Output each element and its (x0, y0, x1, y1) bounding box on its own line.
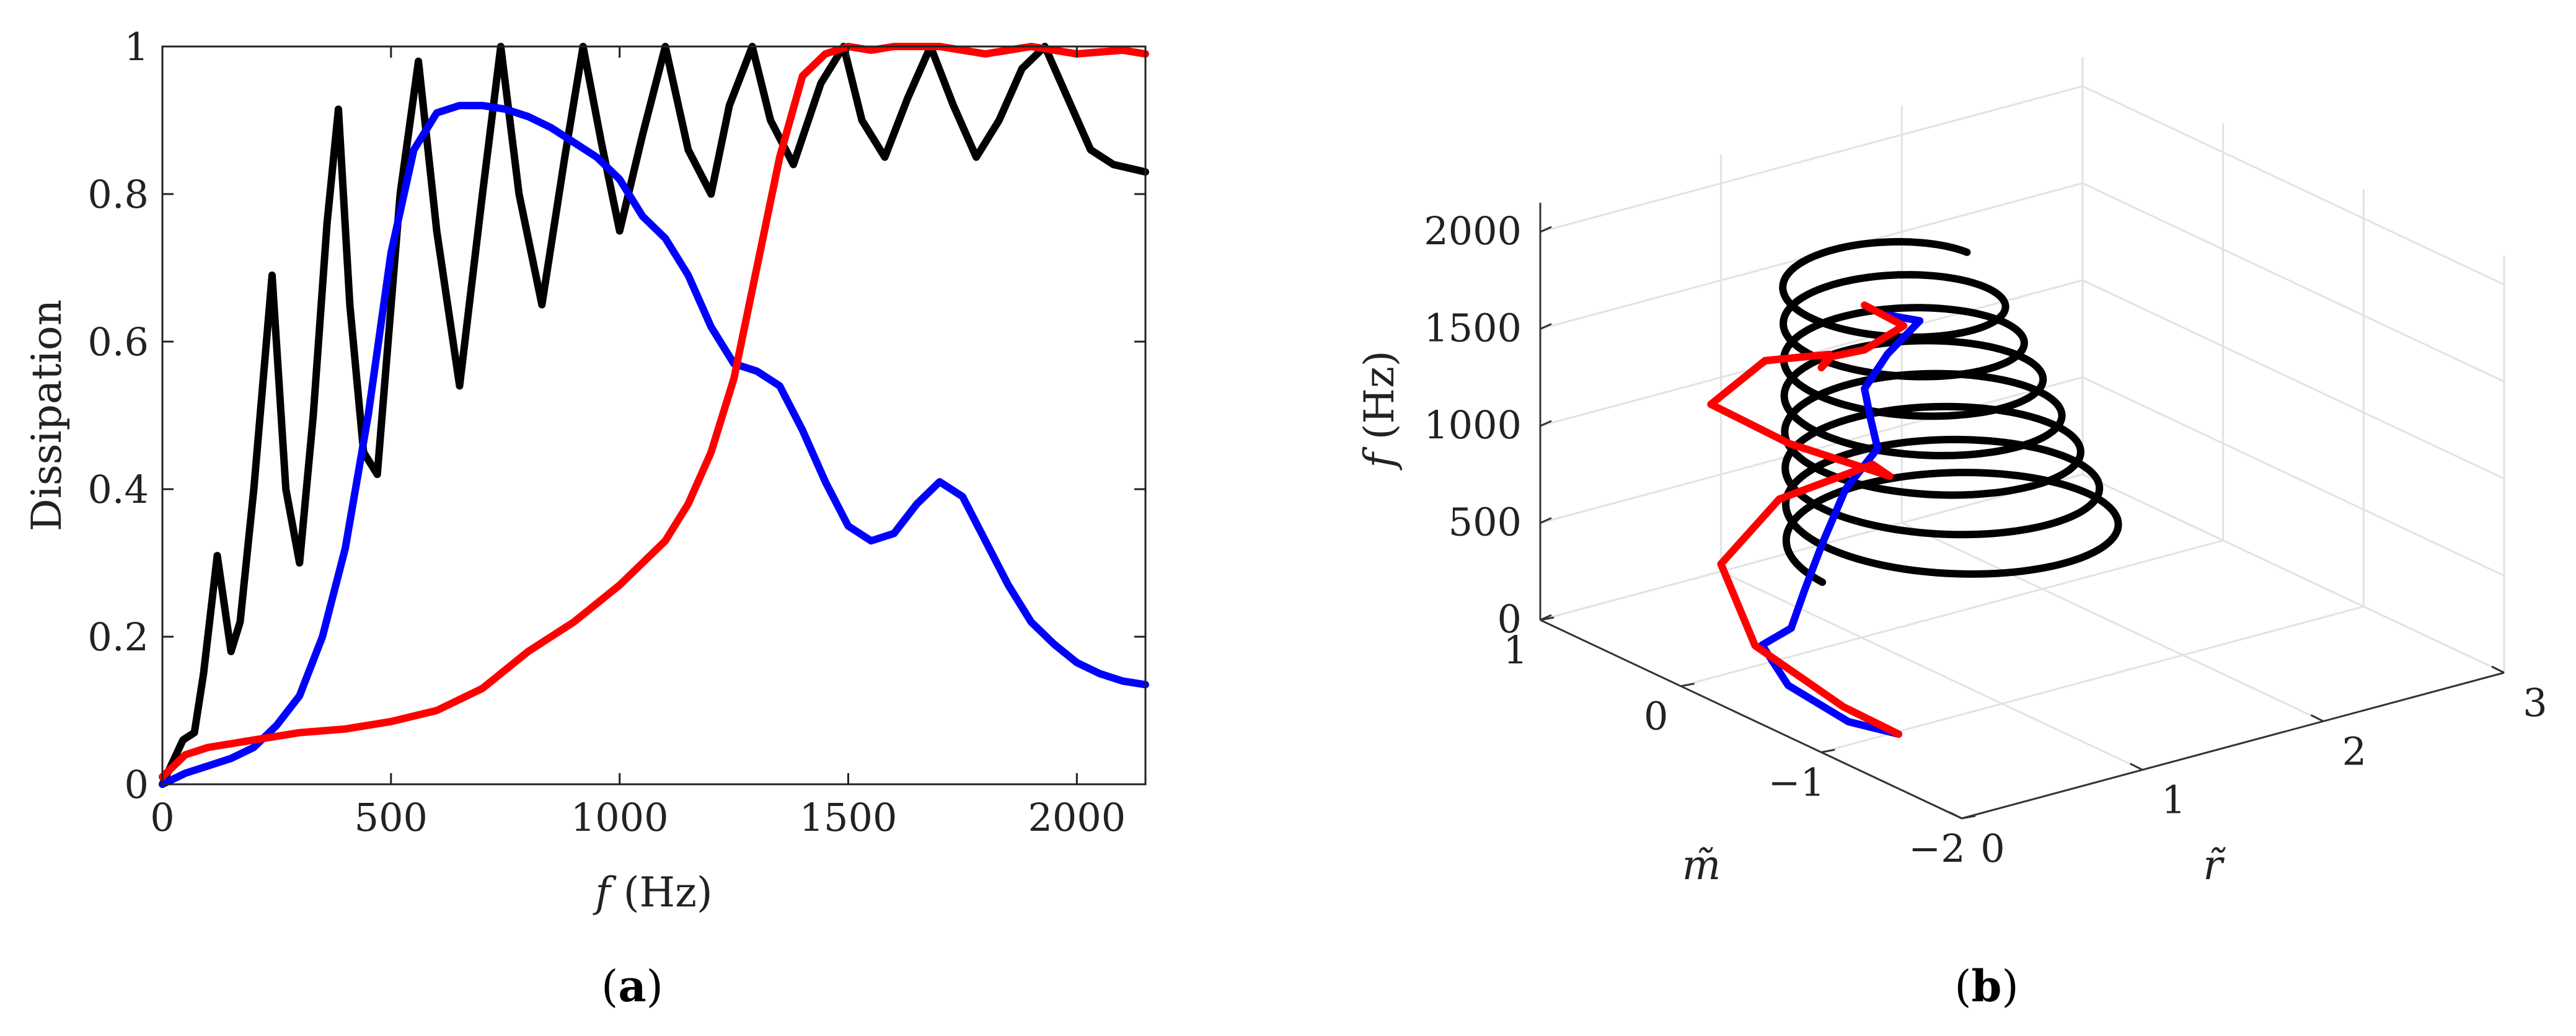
grid-line (1540, 473, 2083, 621)
y-tick-label: 0.6 (87, 319, 149, 365)
grid-line (2082, 473, 2505, 674)
m-tick-label: 1 (1503, 627, 1527, 673)
x-axis-label: f (Hz) (592, 869, 712, 916)
m-tick-mark (1540, 616, 1555, 621)
r-tick-mark (1949, 811, 1962, 820)
m-tick-label: 0 (1644, 694, 1668, 739)
grid-line (1680, 539, 2224, 688)
f-tick-label: 1000 (1424, 402, 1522, 448)
x-tick-label: 0 (150, 795, 174, 840)
m-tick-mark (1821, 748, 1835, 753)
series-line-1 (159, 43, 1149, 788)
r-tick-label: 3 (2523, 680, 2547, 725)
series-line-2 (159, 102, 1149, 788)
m-tick-mark (1961, 815, 1976, 820)
r-tick-mark (2310, 714, 2324, 722)
y-axis-label: Dissipation (23, 299, 71, 531)
r-axis (1961, 671, 2505, 820)
m-tick-label: −1 (1768, 759, 1825, 805)
grid-line (2082, 85, 2505, 286)
grid-line (1901, 521, 2324, 722)
f-tick-mark (1540, 420, 1552, 427)
y-tick-label: 0.2 (87, 614, 149, 660)
r-tick-label: 0 (1980, 826, 2005, 871)
x-tick-label: 1000 (571, 795, 669, 840)
grid-line (1721, 570, 2143, 771)
m-axis-label: m̃ (1682, 841, 1721, 889)
plot-frame (161, 45, 1147, 786)
panel-label-b: (b) (1954, 960, 2019, 1012)
x-tick-label: 2000 (1028, 795, 1126, 840)
f-tick-label: 0 (1498, 596, 1522, 642)
f-tick-label: 500 (1449, 500, 1522, 545)
r-tick-label: 2 (2342, 728, 2366, 774)
series-line-3d-2 (1758, 311, 1924, 738)
grid-line (2082, 376, 2505, 577)
f-tick-label: 1500 (1424, 306, 1522, 351)
series-line-3d-3 (1707, 301, 1908, 738)
grid-line (2082, 279, 2505, 480)
x-axis-label-unit: (Hz) (611, 869, 713, 916)
y-tick-label: 0 (125, 762, 149, 807)
r-axis-label: r̃ (2203, 841, 2226, 889)
series-line-3 (159, 43, 1149, 781)
m-tick-mark (1680, 683, 1695, 688)
f-tick-mark (1540, 323, 1552, 330)
grid-line (1820, 605, 2364, 753)
r-tick-mark (2491, 665, 2505, 674)
f-axis-label: f (Hz) (1356, 350, 1403, 471)
f-tick-mark (1540, 226, 1552, 233)
series-line-3d-1 (1779, 237, 2122, 587)
x-tick-label: 500 (355, 795, 428, 840)
panel-a-chart: 0 500 1000 1500 2000 0 0.2 0.4 0.6 0.8 1 f (Hz) Diss… (23, 24, 1149, 1012)
y-tick-label: 0.4 (87, 467, 149, 512)
f-tick-label: 2000 (1424, 208, 1522, 254)
grid-line (2082, 182, 2505, 383)
r-tick-label: 1 (2161, 777, 2186, 823)
y-tick-label: 0.8 (87, 172, 149, 217)
grid-line (1540, 85, 2083, 233)
panel-label-a: (a) (601, 960, 663, 1012)
f-tick-mark (1540, 517, 1552, 524)
y-tick-label: 1 (125, 24, 149, 69)
m-tick-label: −2 (1908, 826, 1965, 871)
x-tick-label: 1500 (800, 795, 898, 840)
r-tick-mark (2129, 763, 2143, 771)
m-axis (1540, 619, 1962, 820)
